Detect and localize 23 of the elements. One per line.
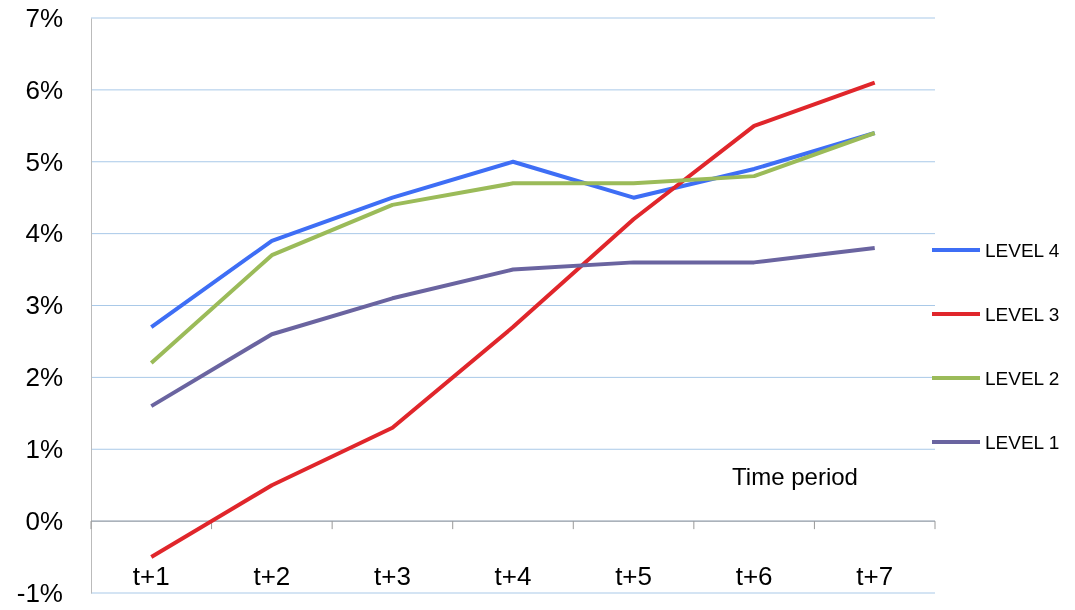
- y-tick-label: 1%: [25, 434, 63, 465]
- legend-label: LEVEL 3: [985, 304, 1060, 325]
- y-tick-label: 6%: [25, 74, 63, 105]
- x-tick-label: t+4: [494, 561, 532, 591]
- x-tick-label: t+6: [735, 561, 773, 591]
- x-tick-label: t+1: [132, 561, 170, 591]
- x-tick-label: t+2: [253, 561, 291, 591]
- legend-label: LEVEL 2: [985, 368, 1060, 389]
- y-tick-label: 5%: [25, 146, 63, 177]
- line-series: [149, 246, 877, 409]
- y-tick-label: 3%: [25, 290, 63, 321]
- y-tick-label: 2%: [25, 362, 63, 393]
- y-tick-label: 7%: [25, 2, 63, 33]
- x-axis-title: Time period: [732, 463, 858, 490]
- line-series: [149, 80, 877, 560]
- x-tick-label: t+7: [856, 561, 894, 591]
- legend-label: LEVEL 4: [985, 240, 1060, 261]
- x-tick-label: t+3: [373, 561, 411, 591]
- y-tick-label: 4%: [25, 218, 63, 249]
- x-tick-label: t+5: [615, 561, 653, 591]
- y-tick-label: -1%: [16, 577, 63, 608]
- legend-label: LEVEL 1: [985, 432, 1060, 453]
- y-tick-label: 0%: [25, 505, 63, 536]
